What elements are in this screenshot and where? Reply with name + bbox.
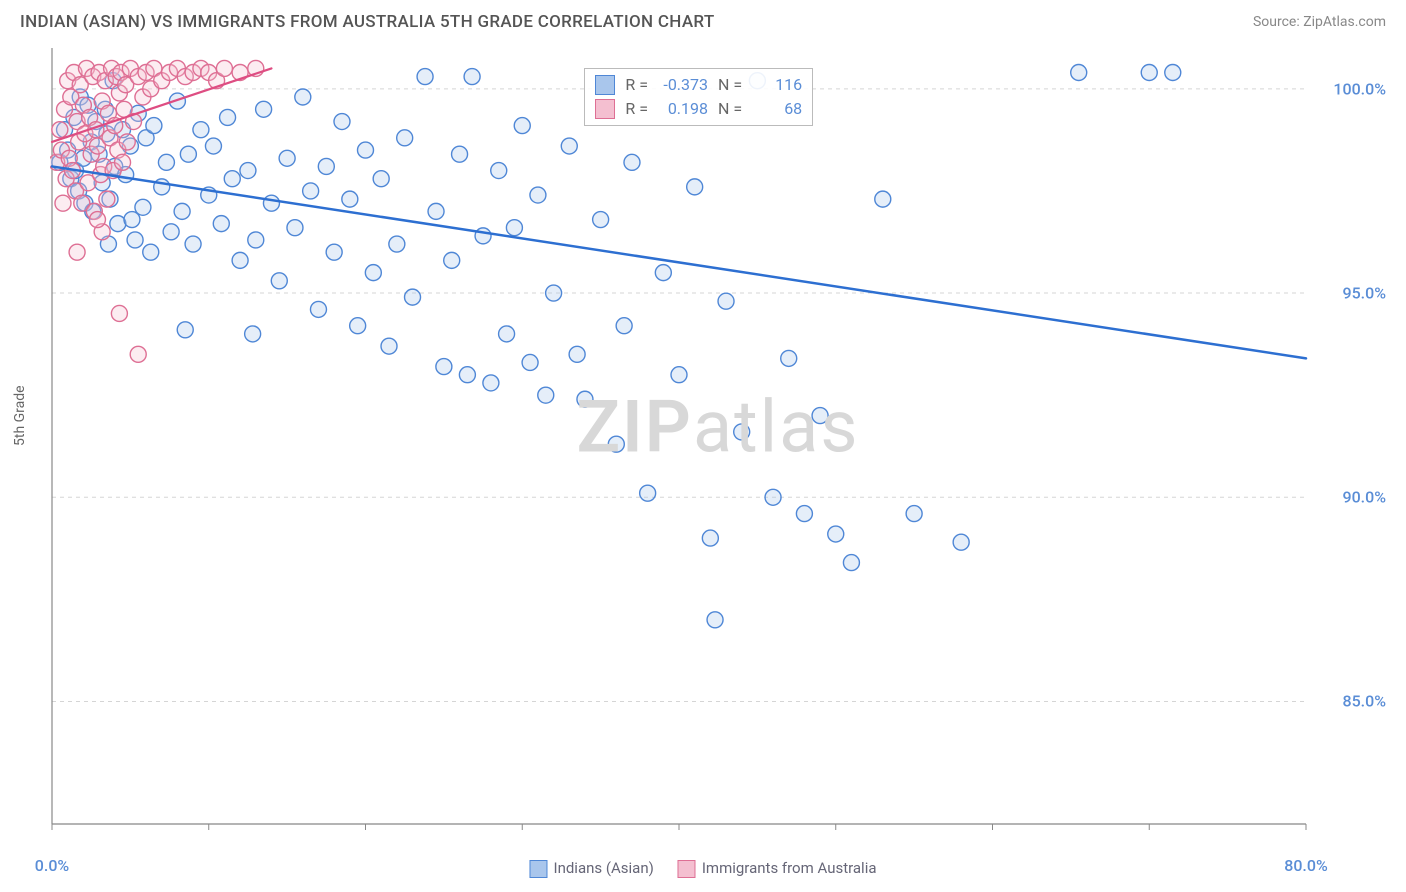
stat-n-label: N =: [718, 99, 742, 118]
y-tick-label: 95.0%: [1342, 284, 1386, 303]
chart-area: ZIPatlas R =-0.373N =116R =0.198N =68 85…: [50, 44, 1386, 842]
legend-item: Indians (Asian): [529, 859, 653, 878]
legend-label: Indians (Asian): [553, 859, 653, 877]
stat-r-value: 0.198: [658, 99, 708, 118]
y-tick-label: 85.0%: [1342, 692, 1386, 711]
stat-n-label: N =: [718, 75, 742, 94]
y-tick-label: 100.0%: [1333, 79, 1386, 98]
scatter-chart-svg: [50, 44, 1386, 842]
legend-label: Immigrants from Australia: [702, 859, 877, 877]
chart-header: INDIAN (ASIAN) VS IMMIGRANTS FROM AUSTRA…: [0, 0, 1406, 40]
legend-bottom: Indians (Asian) Immigrants from Australia: [529, 859, 876, 878]
y-tick-label: 90.0%: [1342, 488, 1386, 507]
legend-swatch-icon: [529, 860, 547, 878]
x-tick-label: 80.0%: [1284, 856, 1328, 875]
legend-swatch-icon: [595, 75, 615, 95]
chart-source: Source: ZipAtlas.com: [1253, 14, 1386, 30]
legend-item: Immigrants from Australia: [678, 859, 877, 878]
stat-r-label: R =: [625, 75, 648, 94]
legend-swatch-icon: [678, 860, 696, 878]
legend-swatch-icon: [595, 99, 615, 119]
x-tick-label: 0.0%: [35, 856, 69, 875]
y-axis-label: 5th Grade: [12, 385, 28, 446]
stat-row: R = 0.198 N = 68: [595, 97, 802, 121]
chart-title: INDIAN (ASIAN) VS IMMIGRANTS FROM AUSTRA…: [20, 12, 714, 32]
stat-r-label: R =: [625, 99, 648, 118]
stat-r-value: -0.373: [658, 75, 708, 94]
stats-legend-box: R = -0.373 N = 116 R = 0.198 N = 68: [584, 68, 813, 126]
stat-n-value: 116: [752, 75, 802, 94]
stat-row: R = -0.373 N = 116: [595, 73, 802, 97]
stat-n-value: 68: [752, 99, 802, 118]
